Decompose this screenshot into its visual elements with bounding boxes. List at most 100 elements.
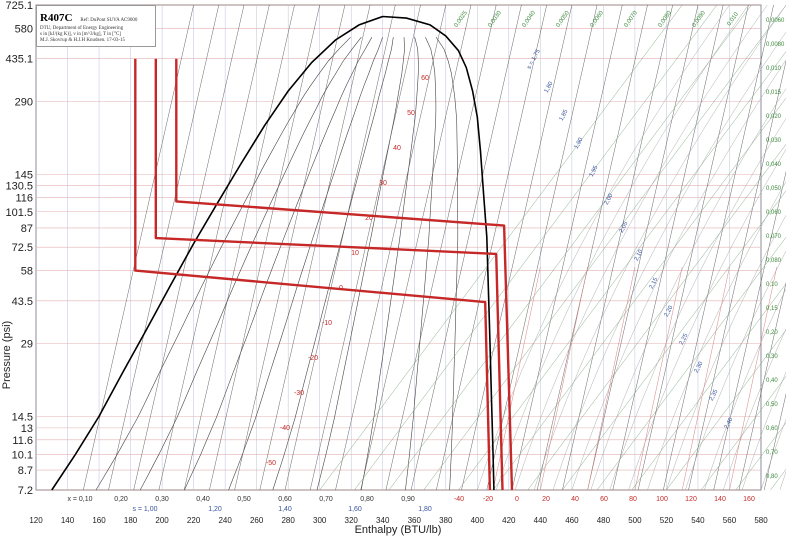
volume-label-right: 0,030 (766, 138, 782, 144)
quality-label: 0,70 (319, 496, 333, 503)
y-tick-label: 101.5 (5, 207, 33, 219)
temperature-label: 120 (685, 496, 697, 503)
x-tick-label: 580 (754, 516, 768, 525)
entropy-line (385, 4, 497, 491)
quality-label: x = 0,10 (67, 496, 92, 503)
volume-label-right: 0,050 (766, 186, 782, 192)
volume-label-right: 0,070 (766, 234, 782, 240)
volume-label-right: 0,015 (766, 90, 782, 96)
isochore-line (562, 190, 786, 491)
isotherm-line (681, 266, 730, 491)
isotherm-label: 10 (351, 250, 359, 257)
y-tick-label: 72.5 (12, 242, 33, 254)
y-tick-label: 7.2 (18, 485, 33, 497)
temperature-label: 100 (656, 496, 668, 503)
vapor-entropy-line (514, 4, 768, 491)
vapor-entropy-label: 2,30 (694, 360, 705, 374)
quality-line (435, 37, 459, 491)
quality-label: 0,30 (155, 496, 169, 503)
x-tick-label: 500 (628, 516, 642, 525)
entropy-line (612, 4, 724, 491)
vapor-entropy-label: 2,10 (634, 248, 645, 262)
volume-label-right: 0,60 (766, 426, 778, 432)
volume-label-right: 0,30 (766, 354, 778, 360)
isotherm-label: 20 (365, 215, 373, 222)
volume-label-right: 0,80 (766, 474, 778, 480)
quality-line (184, 37, 373, 491)
volume-label-right: 0,010 (766, 66, 782, 72)
cycle-line-1 (134, 58, 492, 491)
quality-label: 0,60 (278, 496, 292, 503)
isotherm-label: 30 (379, 180, 387, 187)
cycle-line-2 (154, 58, 504, 491)
entropy-line (209, 4, 320, 491)
isotherm-label: 50 (407, 110, 415, 117)
refrigeration-cycles (134, 58, 514, 491)
volume-label-right: 0,0080 (766, 42, 785, 48)
isotherm-line (634, 266, 683, 491)
info-line: s in [kJ/(kg K)], v in [m^3/kg], T in [°… (40, 32, 121, 37)
y-tick-label: 87 (21, 223, 33, 235)
entropy-label: s = 1,00 (132, 506, 157, 513)
volume-label-right: 0,10 (766, 282, 778, 288)
vapor-entropy-line (609, 118, 786, 491)
vapor-entropy-label: 1,80 (544, 80, 555, 94)
entropy-line (360, 4, 472, 491)
x-tick-label: 480 (597, 516, 611, 525)
isochore-line (700, 376, 786, 491)
entropy-line (133, 4, 245, 491)
y-tick-label: 116 (15, 193, 33, 205)
y-tick-label: 8.7 (18, 465, 33, 477)
entropy-line (259, 4, 371, 491)
vapor-entropy-line (704, 288, 786, 491)
temperature-label: 60 (600, 496, 608, 503)
vapor-entropy-label: 2,05 (619, 220, 630, 234)
x-tick-label: 180 (124, 516, 138, 525)
x-tick-label: 340 (376, 516, 390, 525)
info-line: DTU, Department of Energy Engineering (40, 26, 124, 31)
quality-line (405, 37, 437, 491)
y-tick-label: 10.1 (12, 449, 33, 461)
entropy-line (511, 4, 623, 491)
vapor-entropy-line (533, 4, 786, 491)
vapor-entropy-line (496, 4, 749, 491)
volume-label-right: 0,20 (766, 330, 778, 336)
volume-label-right: 0,080 (766, 258, 782, 264)
x-tick-label: 120 (29, 516, 43, 525)
y-tick-label: 725.1 (5, 0, 33, 12)
vapor-entropy-label: 2,25 (679, 332, 690, 346)
x-tick-label: 160 (92, 516, 106, 525)
entropy-line (335, 4, 447, 491)
isochore-line (458, 51, 786, 491)
isotherm-label: -30 (294, 390, 304, 397)
vapor-entropy-line (571, 59, 786, 491)
vapor-entropy-line (760, 418, 786, 491)
quality-line (95, 36, 351, 491)
quality-line (316, 37, 405, 491)
entropy-line (587, 4, 699, 491)
saturation-dome (51, 15, 495, 491)
quality-label: 0,50 (237, 496, 251, 503)
y-tick-label: 43.5 (12, 296, 33, 308)
temperature-label: 140 (714, 496, 726, 503)
entropy-label: 1,20 (208, 506, 222, 513)
x-tick-label: 360 (408, 516, 422, 525)
temperature-label: -40 (454, 496, 464, 503)
x-tick-label: 260 (250, 516, 264, 525)
x-tick-label: 200 (155, 516, 169, 525)
y-tick-label: 290 (15, 96, 33, 108)
vapor-entropy-line (666, 214, 786, 491)
x-tick-label: 400 (471, 516, 485, 525)
volume-label-right: 0,040 (766, 162, 782, 168)
x-tick-label: 220 (187, 516, 201, 525)
isotherm-line (587, 266, 636, 491)
quality-label: 0,80 (360, 496, 374, 503)
entropy-line (663, 4, 774, 491)
entropy-line (461, 4, 573, 491)
vapor-entropy-label: 1,95 (589, 164, 600, 178)
vapor-entropy-label: 1,90 (574, 136, 585, 150)
entropy-line (486, 4, 598, 491)
quality-line (272, 37, 394, 491)
